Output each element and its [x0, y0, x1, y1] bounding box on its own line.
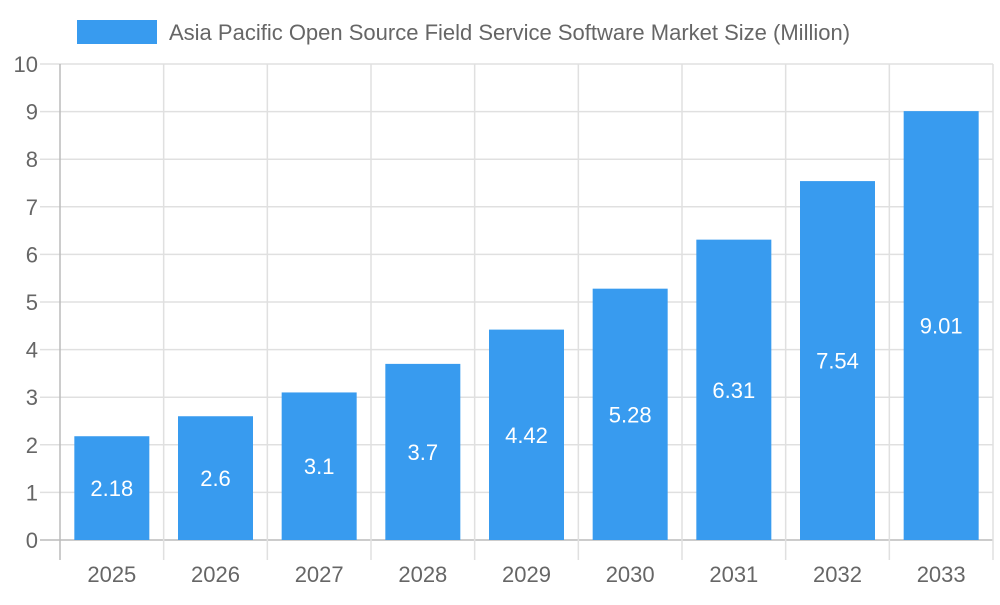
bar-2031	[696, 239, 772, 541]
x-tick-label: 2028	[398, 562, 447, 587]
x-tick-label: 2032	[813, 562, 862, 587]
x-tick-label: 2025	[87, 562, 136, 587]
bar-2029	[489, 329, 564, 540]
bar-2028	[385, 363, 461, 540]
y-tick-label: 4	[26, 338, 38, 363]
data-label: 7.54	[816, 349, 859, 374]
x-tick-label: 2031	[709, 562, 758, 587]
bar-2033	[903, 111, 979, 541]
y-tick-label: 0	[26, 528, 38, 553]
data-label: 2.18	[90, 476, 133, 501]
y-tick-label: 5	[26, 290, 38, 315]
bar-2032	[800, 181, 875, 540]
data-labels: 2.18 2.6 3.1 3.7 4.42 5.28 6.31 7.54 9.01	[90, 314, 962, 502]
y-tick-label: 7	[26, 195, 38, 220]
data-label: 6.31	[712, 378, 755, 403]
bar-2025	[74, 436, 150, 540]
y-tick-label: 1	[26, 480, 38, 505]
y-tick-label: 2	[26, 433, 38, 458]
x-tick-label: 2027	[295, 562, 344, 587]
x-tick-label: 2029	[502, 562, 551, 587]
y-tick-label: 8	[26, 147, 38, 172]
x-tick-label: 2030	[606, 562, 655, 587]
legend[interactable]: Asia Pacific Open Source Field Service S…	[77, 20, 850, 45]
y-tick-label: 6	[26, 242, 38, 267]
x-tick-label: 2026	[191, 562, 240, 587]
data-label: 4.42	[505, 423, 548, 448]
bar-2027	[281, 392, 357, 540]
legend-label: Asia Pacific Open Source Field Service S…	[169, 20, 850, 45]
data-label: 9.01	[920, 314, 963, 339]
bar-2026	[178, 416, 253, 540]
y-tick-label: 3	[26, 385, 38, 410]
bars	[74, 111, 979, 541]
y-axis: 0 1 2 3 4 5 6 7 8 9 10	[14, 52, 38, 553]
y-tick-label: 10	[14, 52, 38, 77]
data-label: 5.28	[609, 402, 652, 427]
legend-swatch	[77, 20, 157, 44]
data-label: 2.6	[200, 466, 231, 491]
data-label: 3.7	[408, 440, 439, 465]
x-axis: 2025 2026 2027 2028 2029 2030 2031 2032 2033	[87, 562, 965, 587]
data-label: 3.1	[304, 454, 335, 479]
x-tick-label: 2033	[917, 562, 966, 587]
y-tick-label: 9	[26, 100, 38, 125]
bar-2030	[592, 288, 668, 540]
